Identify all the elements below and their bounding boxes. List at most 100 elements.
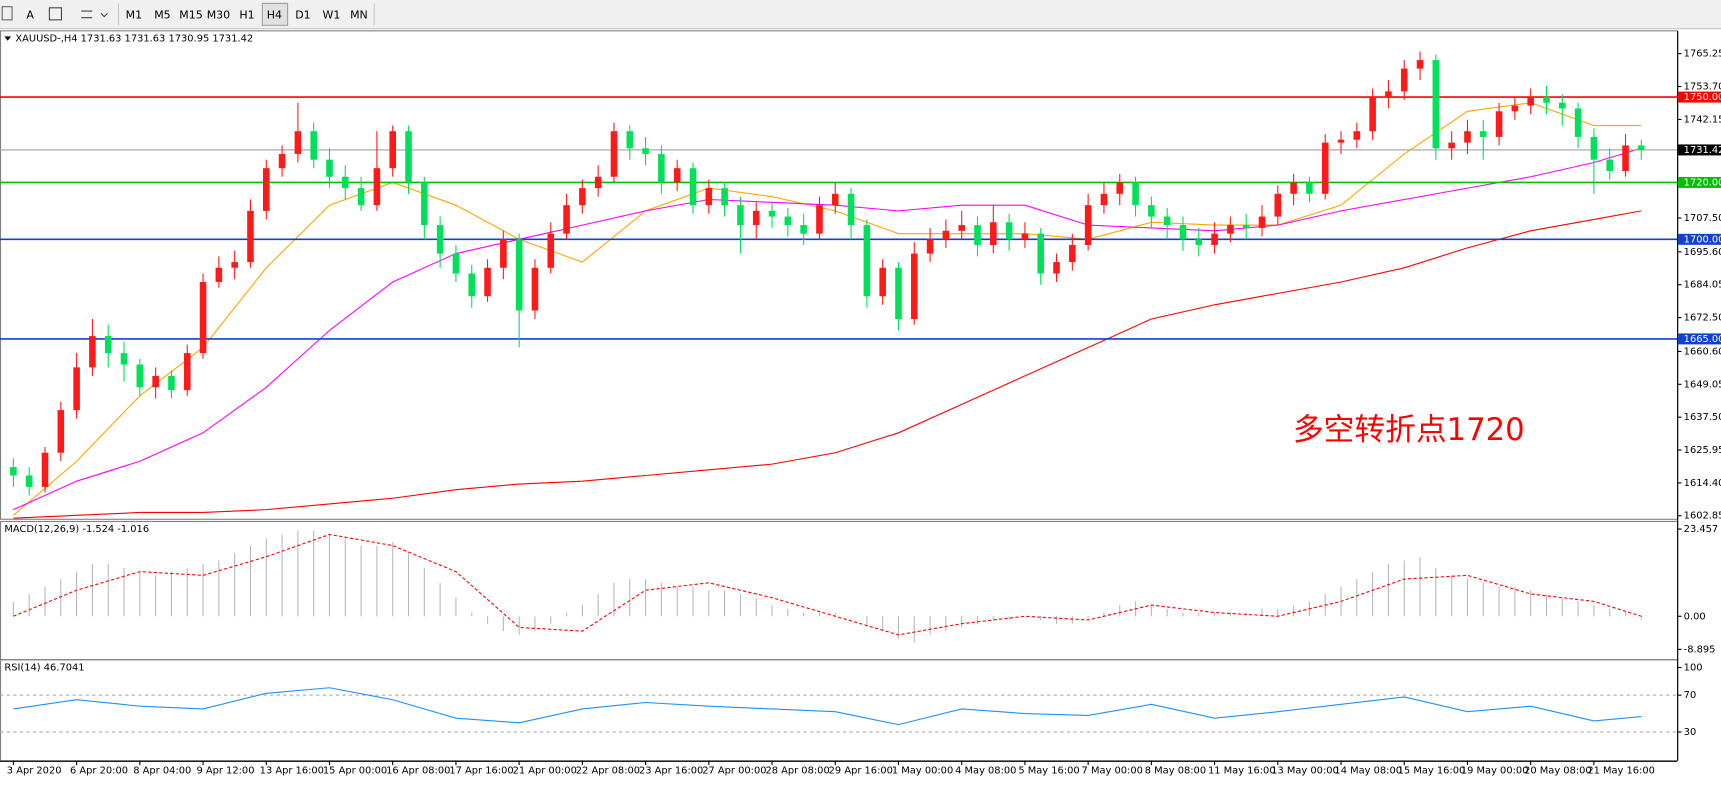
- candle-body: [452, 253, 460, 274]
- candle-body: [563, 205, 570, 234]
- x-tick-label: 8 May 08:00: [1145, 766, 1206, 777]
- candle-body: [215, 267, 223, 283]
- label-icon[interactable]: [48, 7, 63, 21]
- y-tick-label: 0.00: [1684, 611, 1706, 622]
- level-label-bg: [1678, 176, 1721, 188]
- x-tick-label: 21 May 16:00: [1587, 766, 1655, 777]
- panel-title: XAUUSD-,H4 1731.63 1731.63 1730.95 1731.…: [15, 34, 253, 45]
- timeframe-button[interactable]: H1: [239, 8, 254, 21]
- x-tick-label: 6 Apr 20:00: [70, 766, 128, 777]
- y-tick-label: 1637.50: [1684, 412, 1721, 423]
- candle-body: [1195, 239, 1203, 246]
- x-tick-label: 8 Apr 04:00: [133, 766, 191, 777]
- candle-body: [1211, 233, 1218, 246]
- timeframe-button[interactable]: D1: [295, 8, 310, 21]
- candle-body: [1290, 182, 1297, 194]
- timeframe-button[interactable]: M30: [207, 8, 230, 21]
- candle-body: [610, 131, 618, 177]
- candle-body: [152, 375, 159, 388]
- y-tick-label: 70: [1684, 690, 1697, 701]
- x-tick-label: 1 May 00:00: [892, 766, 953, 777]
- candle-body: [1448, 142, 1455, 149]
- candle-body: [1132, 182, 1139, 206]
- x-tick-label: 15 Apr 00:00: [323, 766, 387, 777]
- candle-body: [389, 131, 397, 169]
- candle-body: [1527, 97, 1534, 106]
- candle-body: [705, 188, 713, 206]
- candle-body: [879, 267, 886, 297]
- candle-body: [1037, 233, 1045, 274]
- candle-body: [168, 375, 175, 391]
- candle-body: [1511, 105, 1519, 112]
- candle-body: [547, 233, 555, 268]
- y-tick-label: 1753.70: [1684, 82, 1721, 93]
- y-tick-label: 1625.95: [1684, 445, 1721, 456]
- candle-body: [673, 168, 681, 183]
- candle-body: [1432, 60, 1440, 149]
- candle-body: [1321, 142, 1329, 194]
- x-tick-label: 16 Apr 08:00: [386, 766, 450, 777]
- candle-body: [531, 267, 539, 311]
- y-tick-label: 1707.50: [1684, 213, 1721, 224]
- x-tick-label: 17 Apr 16:00: [449, 766, 513, 777]
- candle-body: [1258, 216, 1266, 228]
- candle-body: [721, 188, 728, 206]
- candle-body: [1369, 97, 1376, 132]
- candle-body: [1385, 91, 1392, 98]
- candle-body: [642, 148, 649, 154]
- candle-body: [73, 367, 80, 411]
- candle-body: [357, 188, 365, 206]
- y-tick-label: 1649.05: [1684, 379, 1721, 390]
- timeframe-button[interactable]: M15: [179, 8, 202, 21]
- level-label: 1750.00: [1684, 92, 1721, 103]
- candle-body: [1306, 182, 1313, 194]
- candle-body: [262, 168, 270, 211]
- candle-body: [421, 182, 428, 226]
- candle-body: [658, 153, 665, 183]
- panel-title: MACD(12,26,9) -1.524 -1.016: [4, 524, 149, 535]
- candle-body: [136, 364, 144, 388]
- candle-body: [89, 336, 96, 368]
- candle-body: [689, 168, 697, 206]
- timeframe-button[interactable]: H4: [267, 8, 282, 21]
- candle-body: [737, 205, 744, 226]
- candle-body: [1227, 225, 1234, 234]
- candle-body: [800, 225, 807, 234]
- x-tick-label: 3 Apr 2020: [7, 766, 62, 777]
- candle-body: [958, 225, 965, 231]
- candle-body: [436, 225, 444, 254]
- level-label-bg: [1678, 91, 1721, 103]
- x-tick-label: 7 May 00:00: [1082, 766, 1143, 777]
- candle-body: [57, 410, 65, 453]
- candle-body: [342, 176, 349, 189]
- x-tick-label: 22 Apr 08:00: [576, 766, 640, 777]
- candle-body: [863, 225, 871, 297]
- shapes-icon[interactable]: [81, 10, 108, 19]
- candle-body: [484, 267, 491, 297]
- candle-body: [1084, 205, 1092, 246]
- candle-body: [816, 205, 823, 234]
- candle-body: [1005, 222, 1013, 240]
- timeframe-button[interactable]: MN: [350, 8, 368, 21]
- candle-body: [1606, 159, 1613, 172]
- candle-body: [1479, 131, 1487, 137]
- y-tick-label: 1695.60: [1684, 247, 1721, 258]
- timeframe-button[interactable]: W1: [323, 8, 341, 21]
- text-tool[interactable]: A: [26, 8, 34, 21]
- x-tick-label: 13 Apr 16:00: [260, 766, 324, 777]
- candle-body: [626, 131, 634, 149]
- candle-body: [1543, 97, 1550, 103]
- candle-body: [1400, 68, 1408, 92]
- y-tick-label: 1602.85: [1684, 511, 1721, 522]
- candle-body: [1622, 145, 1629, 172]
- timeframe-button[interactable]: M1: [126, 8, 142, 21]
- candle-body: [1464, 131, 1471, 143]
- candle-body: [183, 353, 191, 391]
- candle-body: [1242, 225, 1250, 228]
- candle-body: [752, 210, 760, 226]
- crosshair-icon[interactable]: [1, 6, 13, 21]
- y-tick-label: 1614.40: [1684, 478, 1721, 489]
- timeframe-button[interactable]: M5: [154, 8, 170, 21]
- candle-body: [1274, 193, 1282, 217]
